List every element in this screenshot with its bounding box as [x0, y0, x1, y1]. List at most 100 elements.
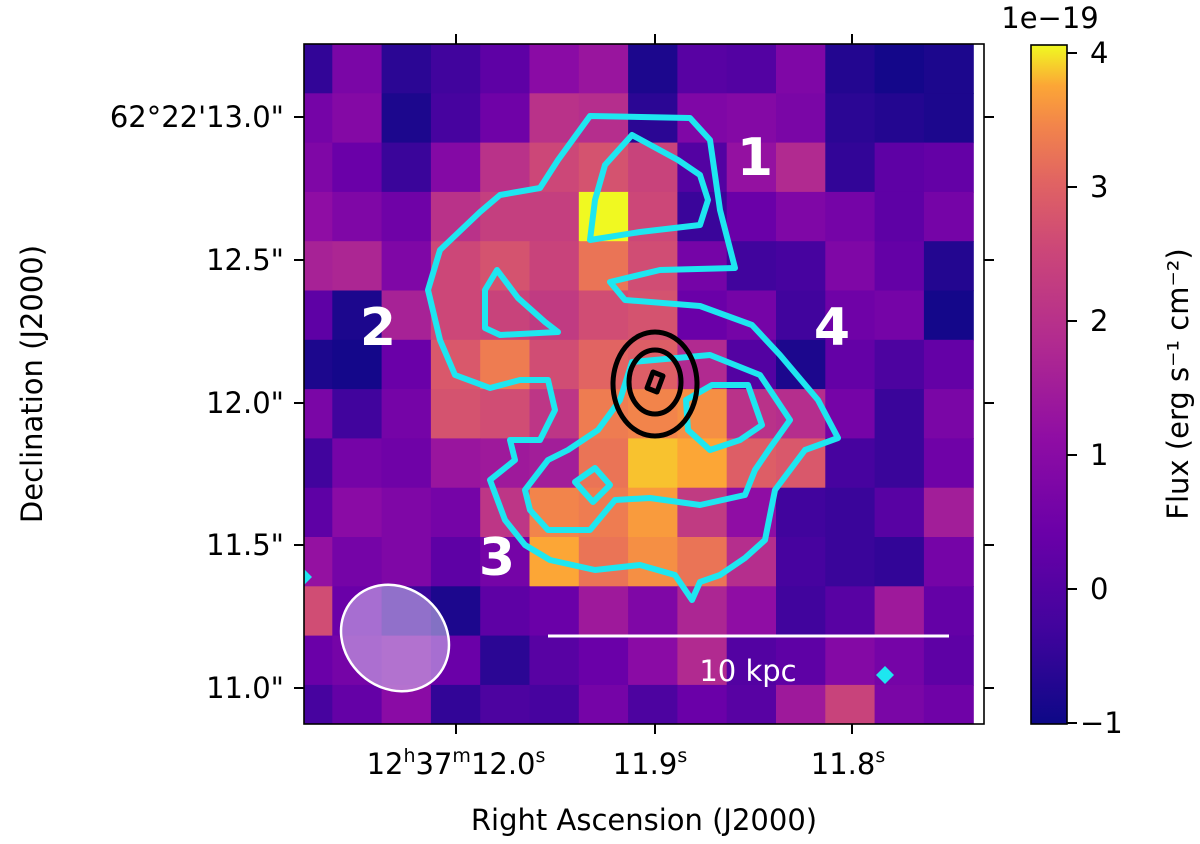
heatmap-cell: [776, 290, 826, 341]
heatmap-cell: [825, 191, 876, 242]
colorbar-tick-label: −1: [1080, 706, 1123, 740]
heatmap-cell: [825, 684, 876, 724]
heatmap-cell: [578, 339, 629, 390]
cyan-contour-center-mid: [522, 352, 793, 533]
heatmap-cell: [381, 191, 432, 242]
colorbar-tick-label: 0: [1090, 572, 1108, 606]
heatmap-cell: [529, 191, 580, 242]
heatmap-cell: [874, 191, 925, 242]
heatmap-cell: [776, 142, 826, 193]
heatmap-cell: [923, 438, 974, 489]
heatmap-cell: [529, 684, 580, 724]
region-label-4: 4: [814, 298, 850, 358]
cyan-contour-left: [482, 267, 561, 338]
heatmap-cell: [776, 487, 826, 538]
heatmap-cell: [332, 537, 383, 587]
heatmap-cell: [727, 734, 777, 784]
cyan-contour-small: [572, 465, 613, 505]
heatmap-cell: [923, 339, 974, 390]
heatmap-cell: [628, 537, 678, 587]
colorbar-tick-label: 2: [1090, 304, 1108, 338]
heatmap-cell: [381, 93, 432, 144]
y-axis-label: Declination (J2000): [15, 245, 49, 523]
heatmap-cell: [628, 684, 678, 724]
heatmap-cell: [923, 635, 974, 686]
heatmap-cell: [726, 142, 777, 193]
x-tick-label: 11.9s: [613, 745, 687, 781]
heatmap-cell: [776, 586, 826, 637]
heatmap-cell: [304, 290, 333, 341]
colorbar-tick-label: 3: [1090, 170, 1108, 204]
heatmap-cell: [381, 142, 432, 193]
heatmap-cell: [825, 635, 876, 686]
heatmap-cell: [776, 44, 826, 94]
heatmap-cell: [480, 586, 531, 637]
heatmap-cell: [923, 389, 974, 439]
heatmap-cell: [874, 537, 925, 587]
heatmap-cell: [923, 537, 974, 587]
heatmap-cell: [776, 684, 826, 724]
heatmap-cell: [874, 389, 925, 439]
heatmap-cell: [304, 93, 333, 144]
heatmap-cell: [529, 241, 580, 292]
heatmap-cell: [628, 438, 678, 489]
heatmap-cell: [381, 438, 432, 489]
heatmap-cell: [874, 290, 925, 341]
heatmap-cell: [430, 44, 481, 94]
heatmap-cell: [304, 586, 333, 637]
heatmap-cell: [874, 93, 925, 144]
heatmap-cell: [381, 241, 432, 292]
heatmap-cell: [924, 734, 974, 784]
cyan-contour-top: [587, 132, 711, 243]
heatmap-cell: [628, 487, 678, 538]
heatmap-cell: [430, 684, 481, 724]
y-tick-label: 62°22'13.0": [110, 100, 284, 134]
y-tick-label: 11.0": [206, 671, 284, 705]
heatmap-cell: [480, 142, 531, 193]
x-tick-h-unit: h: [403, 745, 415, 767]
heatmap-cell: [923, 191, 974, 242]
heatmap-cell: [578, 241, 629, 292]
heatmap-cell: [677, 487, 728, 538]
heatmap-cell: [332, 339, 383, 390]
heatmap-cell: [874, 142, 925, 193]
heatmap-cell: [304, 142, 333, 193]
heatmap-cell: [578, 635, 629, 686]
heatmap-cell: [923, 93, 974, 144]
heatmap-cell: [332, 290, 383, 341]
y-tick-label: 11.5": [206, 528, 284, 562]
heatmap-cell: [578, 684, 629, 724]
heatmap-cell: [430, 93, 481, 144]
heatmap-cell: [381, 537, 432, 587]
heatmap-cell: [332, 191, 383, 242]
heatmap-cell: [726, 684, 777, 724]
heatmap-cell: [430, 142, 481, 193]
heatmap-cell: [923, 684, 974, 724]
heatmap-cell: [825, 586, 876, 637]
heatmap-cell: [677, 44, 728, 94]
x-axis: [455, 34, 853, 734]
heatmap-cell: [874, 487, 925, 538]
heatmap-cell: [529, 586, 580, 637]
heatmap-cell: [480, 44, 531, 94]
heatmap-cell: [628, 635, 678, 686]
black-contour-inner: [644, 369, 666, 395]
heatmap-cell: [578, 537, 629, 587]
heatmap-cell: [825, 487, 876, 538]
cyan-contour-outer: [425, 113, 841, 603]
heatmap-cell: [874, 586, 925, 637]
heatmap-cell: [304, 44, 333, 94]
heatmap-cell: [677, 635, 728, 686]
flux-heatmap: [304, 44, 974, 784]
heatmap-cell: [304, 684, 333, 724]
heatmap-cell: [304, 339, 333, 390]
heatmap-cell: [923, 487, 974, 538]
heatmap-cell: [332, 684, 383, 724]
heatmap-cell: [726, 586, 777, 637]
heatmap-cell: [923, 44, 974, 94]
heatmap-cell: [825, 290, 876, 341]
x-tick-seconds: 11.8: [811, 747, 876, 781]
heatmap-cell: [726, 44, 777, 94]
heatmap-cell: [304, 389, 333, 439]
x-tick-s-unit: s: [536, 745, 546, 767]
